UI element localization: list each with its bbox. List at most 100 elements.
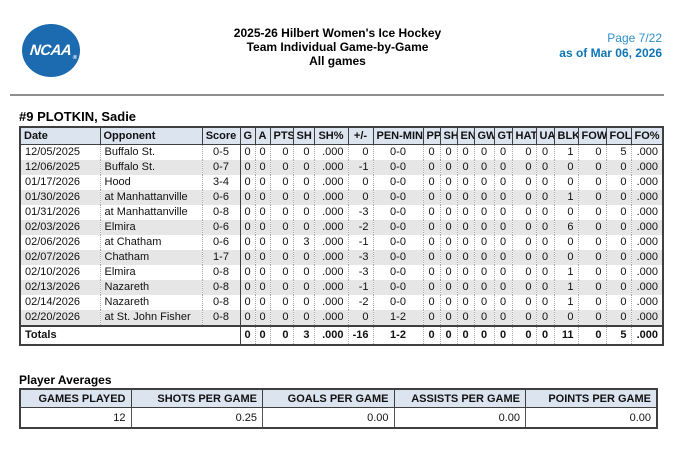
- game-cell: .000: [314, 250, 349, 265]
- game-cell: 0: [423, 265, 441, 280]
- game-cell: 0: [578, 235, 607, 250]
- game-cell: 0-0: [373, 205, 424, 220]
- game-cell: 0: [457, 310, 475, 326]
- game-cell: 0: [423, 310, 441, 326]
- game-cell: 0: [578, 175, 607, 190]
- game-cell: .000: [314, 220, 349, 235]
- game-cell: 0: [606, 295, 632, 310]
- game-row: 01/17/2026 Hood 3-4 0 0 0 0.000 0 0-0 0 0 0 0 0 0 0 0 0 0.…: [20, 175, 664, 190]
- player-heading: #9 PLOTKIN, Sadie: [19, 109, 137, 124]
- game-cell: 0: [440, 280, 458, 295]
- game-cell: 0: [255, 160, 271, 175]
- game-cell: Elmira: [100, 265, 203, 280]
- game-cell: 0: [578, 265, 607, 280]
- averages-heading: Player Averages: [19, 373, 112, 387]
- game-cell: 0: [536, 295, 555, 310]
- column-header: G: [239, 126, 256, 145]
- game-table: Date Opponent Score G A PTS SH SH% +/- PEN-MIN PP S…: [19, 126, 664, 346]
- game-cell: 0: [554, 250, 579, 265]
- game-cell: 5: [606, 144, 632, 160]
- game-cell: 0: [457, 280, 475, 295]
- game-cell: 0: [240, 280, 256, 295]
- game-cell: 0-0: [373, 190, 424, 205]
- game-cell: 0: [474, 160, 495, 175]
- game-cell: 0: [474, 190, 495, 205]
- game-cell: 0: [423, 295, 441, 310]
- game-cell: 0: [512, 190, 537, 205]
- totals-cell: 11: [554, 325, 579, 345]
- page-number: Page 7/22: [607, 31, 662, 45]
- column-header: SH: [292, 126, 315, 145]
- report-title-line1: 2025-26 Hilbert Women's Ice Hockey: [233, 26, 442, 40]
- game-cell: 0: [494, 280, 513, 295]
- game-cell: 0: [494, 310, 513, 326]
- game-cell: 0: [494, 250, 513, 265]
- game-cell: 0: [348, 190, 374, 205]
- averages-table-body: 12 0.25 0.00 0.00 0.00: [19, 407, 658, 429]
- game-table-header-row: Date Opponent Score G A PTS SH SH% +/- PEN-MIN PP S…: [19, 126, 664, 145]
- game-cell: 0: [440, 220, 458, 235]
- totals-cell: 0: [440, 325, 458, 345]
- totals-cell: 0: [240, 325, 256, 345]
- game-cell: 0-6: [202, 235, 241, 250]
- game-cell: 0: [255, 235, 271, 250]
- game-cell: 0: [494, 220, 513, 235]
- game-cell: 0-0: [373, 265, 424, 280]
- game-cell: 0: [440, 144, 458, 160]
- game-cell: 0: [536, 190, 555, 205]
- game-cell: 0: [440, 295, 458, 310]
- totals-cell: 0: [270, 325, 294, 345]
- game-cell: 12/05/2025: [20, 144, 101, 160]
- game-cell: 0-0: [373, 160, 424, 175]
- game-cell: 0: [240, 205, 256, 220]
- game-cell: Nazareth: [100, 280, 203, 295]
- game-cell: 0: [606, 190, 632, 205]
- game-cell: 0: [554, 205, 579, 220]
- column-header: GW: [473, 126, 495, 145]
- averages-value-cell: 0.00: [262, 407, 395, 429]
- game-cell: 1: [554, 295, 579, 310]
- totals-cell: 0: [494, 325, 513, 345]
- game-cell: 0: [494, 205, 513, 220]
- game-cell: 02/07/2026: [20, 250, 101, 265]
- game-table-body: 12/05/2025 Buffalo St. 0-5 0 0 0 0.000 0 0-0 0 0 0 0…: [20, 144, 664, 345]
- game-cell: 01/30/2026: [20, 190, 101, 205]
- game-cell: 0: [512, 280, 537, 295]
- totals-cell: 0: [536, 325, 555, 345]
- game-cell: 0: [606, 205, 632, 220]
- game-cell: 0: [578, 144, 607, 160]
- game-cell: 0: [536, 235, 555, 250]
- game-cell: 0: [457, 160, 475, 175]
- game-cell: 0: [293, 144, 315, 160]
- game-cell: 02/06/2026: [20, 235, 101, 250]
- game-cell: .000: [631, 190, 664, 205]
- game-cell: at Manhattanville: [100, 190, 203, 205]
- game-cell: .000: [631, 175, 664, 190]
- game-cell: 02/13/2026: [20, 280, 101, 295]
- game-cell: 0: [348, 310, 374, 326]
- game-cell: 0: [606, 220, 632, 235]
- game-cell: 0: [606, 235, 632, 250]
- game-cell: 0: [423, 175, 441, 190]
- game-cell: 0: [474, 265, 495, 280]
- game-cell: 0: [255, 310, 271, 326]
- game-cell: .000: [314, 144, 349, 160]
- game-cell: 1: [554, 265, 579, 280]
- game-cell: 0: [293, 265, 315, 280]
- game-cell: 0: [512, 205, 537, 220]
- game-cell: 12/06/2025: [20, 160, 101, 175]
- column-header: FO%: [630, 126, 664, 145]
- report-title-line3: All games: [309, 54, 366, 68]
- game-cell: 0: [536, 265, 555, 280]
- averages-header-row: GAMES PLAYED SHOTS PER GAME GOALS PER GAME…: [19, 388, 658, 408]
- game-cell: 0: [578, 310, 607, 326]
- game-cell: -1: [348, 235, 374, 250]
- game-cell: 3: [293, 235, 315, 250]
- game-cell: 0: [270, 250, 294, 265]
- game-cell: 0: [578, 280, 607, 295]
- game-cell: 0: [440, 175, 458, 190]
- averages-column-header: GAMES PLAYED: [19, 388, 132, 408]
- game-cell: 0: [293, 250, 315, 265]
- totals-cell: 0: [423, 325, 441, 345]
